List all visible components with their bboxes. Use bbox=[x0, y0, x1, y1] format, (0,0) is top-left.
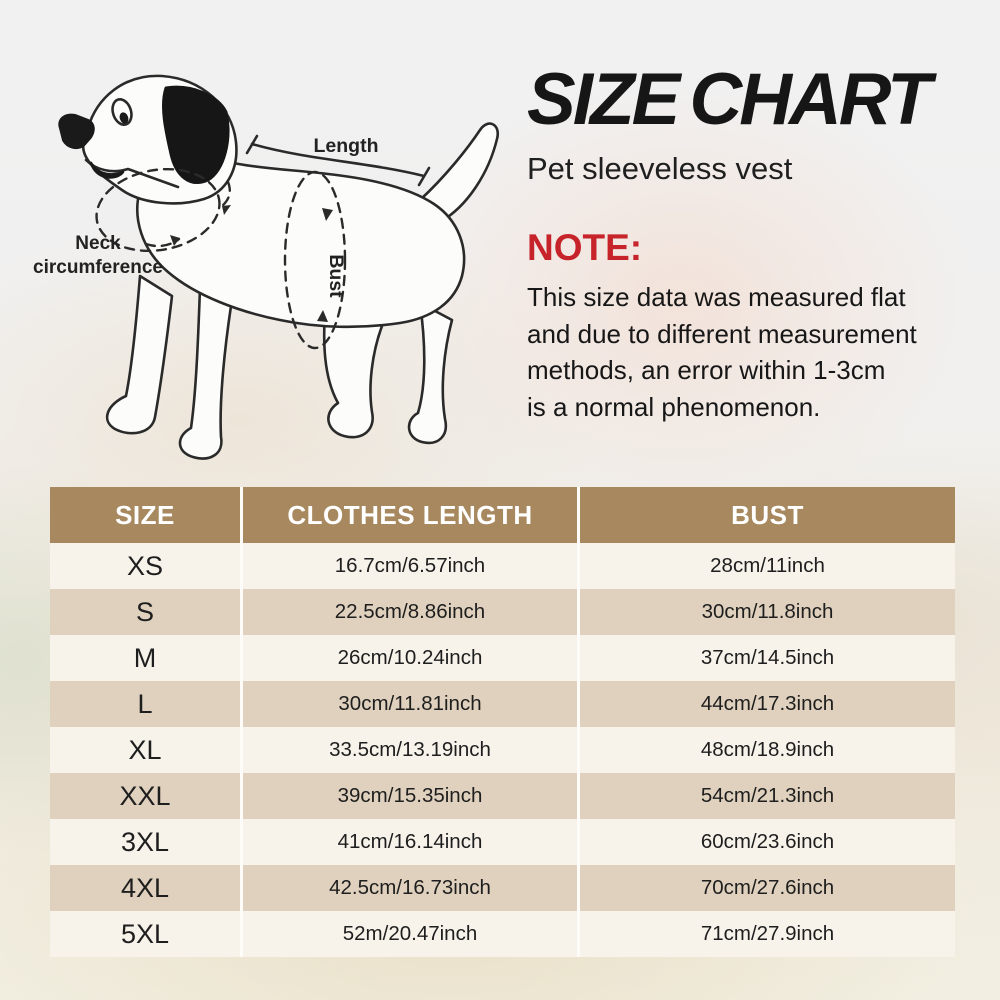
column-header-bust: BUST bbox=[731, 499, 804, 530]
neck-label-arrow-head bbox=[170, 235, 180, 246]
length-tick-end bbox=[417, 166, 431, 187]
headline-block: SIZE CHART Pet sleeveless vest NOTE: Thi… bbox=[527, 58, 977, 425]
note-line: is a normal phenomenon. bbox=[527, 391, 821, 422]
neck-label-line2: circumference bbox=[33, 257, 163, 278]
table-row: L 30cm/11.81inch 44cm/17.3inch bbox=[50, 681, 955, 727]
clothes-length-cell: 30cm/11.81inch bbox=[243, 681, 580, 727]
note-line: and due to different measurement bbox=[527, 318, 917, 349]
bust-cell: 37cm/14.5inch bbox=[700, 646, 835, 669]
size-cell: M bbox=[50, 635, 243, 681]
clothes-length-cell: 42.5cm/16.73inch bbox=[243, 865, 580, 911]
note-heading: NOTE: bbox=[527, 227, 643, 268]
table-row: 4XL 42.5cm/16.73inch 70cm/27.6inch bbox=[50, 865, 955, 911]
clothes-length-cell: 16.7cm/6.57inch bbox=[243, 543, 580, 589]
bust-arrow-head-bottom bbox=[317, 310, 328, 322]
dog-front-leg-far bbox=[178, 286, 233, 460]
bust-arrow-head-top bbox=[322, 208, 333, 221]
size-cell: XL bbox=[50, 727, 243, 773]
size-cell: XXL bbox=[50, 773, 243, 819]
dog-front-leg bbox=[105, 274, 174, 435]
size-cell: 4XL bbox=[50, 865, 243, 911]
note-text: This size data was measured flat and due… bbox=[527, 279, 977, 425]
dog-pupil bbox=[119, 112, 129, 124]
length-label: Length bbox=[314, 135, 379, 157]
bust-cell: 30cm/11.8inch bbox=[701, 600, 834, 623]
bust-cell: 28cm/11inch bbox=[710, 554, 825, 577]
size-cell: L bbox=[50, 681, 243, 727]
table-row: 3XL 41cm/16.14inch 60cm/23.6inch bbox=[50, 819, 955, 865]
neck-measure-ellipse bbox=[95, 167, 221, 253]
length-measure-line bbox=[250, 142, 426, 178]
clothes-length-cell: 33.5cm/13.19inch bbox=[243, 727, 580, 773]
size-cell: XS bbox=[50, 543, 243, 589]
bust-label: Bust bbox=[325, 254, 347, 298]
page-title: SIZE CHART bbox=[527, 59, 932, 140]
bust-cell: 70cm/27.6inch bbox=[700, 876, 835, 899]
table-row: M 26cm/10.24inch 37cm/14.5inch bbox=[50, 635, 955, 681]
length-tick-start bbox=[245, 134, 259, 155]
size-table-header: SIZE CLOTHES LENGTH BUST bbox=[50, 487, 955, 543]
clothes-length-cell: 26cm/10.24inch bbox=[243, 635, 580, 681]
note-line: This size data was measured flat bbox=[527, 282, 906, 312]
neck-measure-arrow-line bbox=[220, 180, 231, 208]
dog-nose bbox=[58, 113, 95, 150]
table-row: XS 16.7cm/6.57inch 28cm/11inch bbox=[50, 543, 955, 589]
bust-measure-ellipse bbox=[283, 170, 347, 350]
neck-label-line1: Neck bbox=[75, 233, 121, 254]
dog-illustration: Length Neck circumference Bust bbox=[33, 74, 500, 460]
table-row: XXL 39cm/15.35inch 54cm/21.3inch bbox=[50, 773, 955, 819]
column-header-clothes-length: CLOTHES LENGTH bbox=[243, 487, 580, 543]
dog-hind-leg bbox=[322, 296, 384, 439]
neck-arrow-head bbox=[222, 205, 231, 215]
bust-cell: 60cm/23.6inch bbox=[700, 830, 835, 853]
size-cell: 5XL bbox=[50, 911, 243, 957]
size-cell: 3XL bbox=[50, 819, 243, 865]
bust-cell: 44cm/17.3inch bbox=[700, 692, 835, 715]
dog-tail bbox=[418, 122, 500, 224]
clothes-length-cell: 22.5cm/8.86inch bbox=[243, 589, 580, 635]
product-subtitle: Pet sleeveless vest bbox=[527, 151, 793, 186]
note-line: methods, an error within 1-3cm bbox=[527, 355, 886, 385]
clothes-length-cell: 39cm/15.35inch bbox=[243, 773, 580, 819]
column-header-size: SIZE bbox=[50, 487, 243, 543]
dog-hind-leg-far bbox=[407, 301, 454, 445]
table-row: XL 33.5cm/13.19inch 48cm/18.9inch bbox=[50, 727, 955, 773]
dog-mouth bbox=[84, 158, 180, 189]
bust-cell: 48cm/18.9inch bbox=[700, 738, 835, 761]
size-table-body: XS 16.7cm/6.57inch 28cm/11inch S 22.5cm/8.86… bbox=[50, 543, 955, 957]
dog-measurement-diagram: Length Neck circumference Bust bbox=[28, 48, 528, 498]
size-table: SIZE CLOTHES LENGTH BUST XS 16.7cm/6.57in… bbox=[50, 487, 955, 957]
bust-cell: 54cm/21.3inch bbox=[700, 784, 835, 807]
dog-tongue bbox=[89, 161, 125, 179]
bust-cell: 71cm/27.9inch bbox=[700, 922, 835, 945]
dog-ear bbox=[162, 85, 230, 184]
table-row: 5XL 52m/20.47inch 71cm/27.9inch bbox=[50, 911, 955, 957]
table-row: S 22.5cm/8.86inch 30cm/11.8inch bbox=[50, 589, 955, 635]
clothes-length-cell: 41cm/16.14inch bbox=[243, 819, 580, 865]
clothes-length-cell: 52m/20.47inch bbox=[243, 911, 580, 957]
size-cell: S bbox=[50, 589, 243, 635]
